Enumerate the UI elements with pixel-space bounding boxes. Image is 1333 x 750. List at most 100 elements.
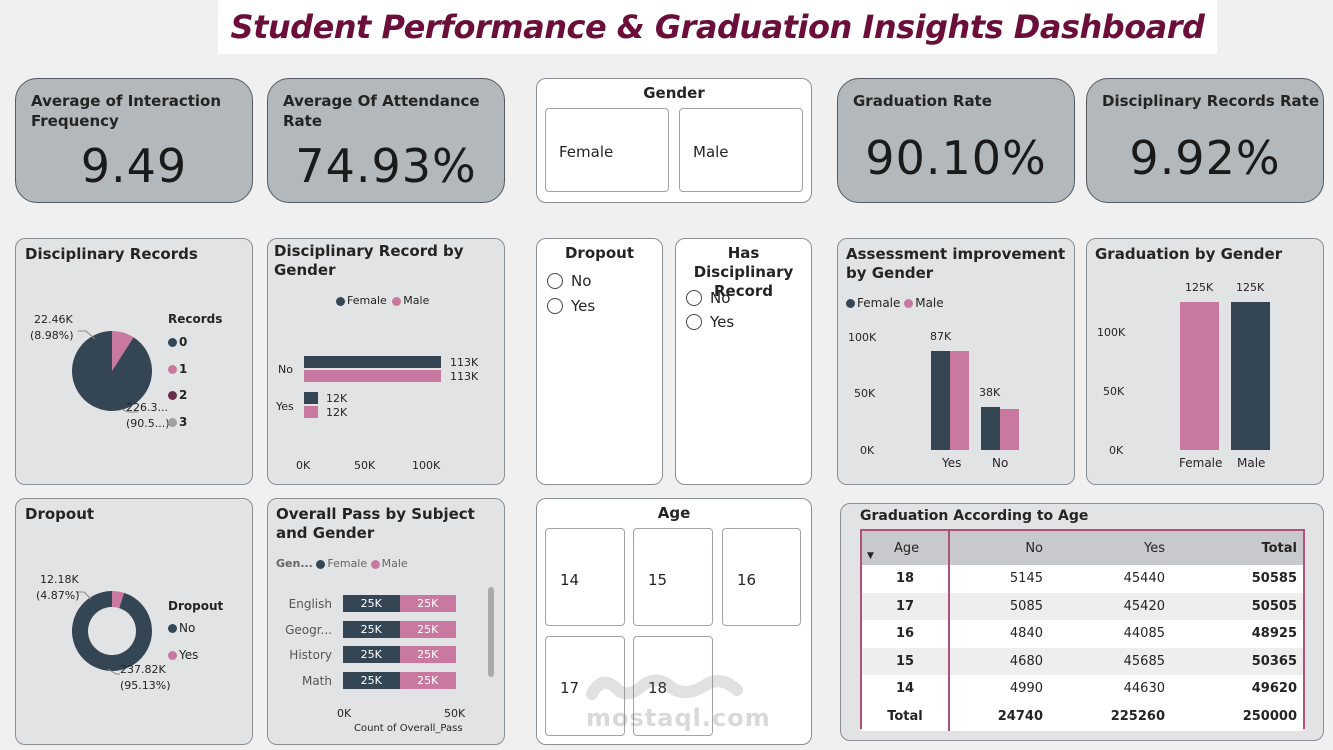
pie-slice-1[interactable] bbox=[112, 331, 134, 371]
data-label: 113K bbox=[450, 370, 479, 383]
assessment-card: Assessment improvement by Gender Female … bbox=[837, 238, 1075, 485]
dropout-option-no[interactable]: No bbox=[547, 272, 591, 290]
title-banner: Student Performance & Graduation Insight… bbox=[218, 0, 1217, 54]
bar-male[interactable]: 25K bbox=[399, 646, 456, 663]
legend-item[interactable]: Female bbox=[336, 294, 387, 307]
card-title: Overall Pass by Subject and Gender bbox=[276, 505, 475, 542]
bar-yes-male[interactable] bbox=[304, 406, 318, 418]
pie-label-small-pct: (8.98%) bbox=[30, 329, 74, 342]
category-label: No bbox=[278, 363, 293, 376]
legend-item[interactable]: Male bbox=[904, 296, 944, 310]
bar-male[interactable]: 25K bbox=[399, 671, 456, 689]
gender-tile-male[interactable]: Male bbox=[679, 108, 803, 192]
bar-yes-male[interactable] bbox=[950, 351, 969, 450]
donut-slice-no[interactable] bbox=[72, 591, 152, 671]
legend-item[interactable]: Yes bbox=[168, 648, 198, 662]
col-header-age[interactable]: ▼ Age bbox=[862, 531, 950, 565]
table-cell: 44085 bbox=[1123, 626, 1165, 642]
age-tile-18[interactable]: 18 bbox=[633, 636, 713, 736]
legend-item[interactable]: 1 bbox=[168, 362, 187, 376]
age-tile-17[interactable]: 17 bbox=[545, 636, 625, 736]
bar-yes-female[interactable] bbox=[304, 392, 318, 404]
bar-female[interactable] bbox=[1180, 302, 1219, 450]
legend-item[interactable]: Male bbox=[392, 294, 429, 307]
col-header-total[interactable]: Total bbox=[1261, 540, 1297, 556]
gender-tile-female[interactable]: Female bbox=[545, 108, 669, 192]
bar-female[interactable]: 25K bbox=[343, 595, 400, 612]
slicer-title: Has Disciplinary Record bbox=[693, 244, 794, 300]
kpi-value: 74.93% bbox=[295, 139, 477, 193]
data-label: 25K bbox=[360, 648, 382, 661]
legend-item[interactable]: 0 bbox=[168, 335, 187, 349]
legend-dot bbox=[168, 338, 177, 347]
donut-slice-yes[interactable] bbox=[112, 591, 125, 609]
legend-title: Dropout bbox=[168, 599, 224, 613]
legend-dot bbox=[316, 559, 326, 569]
data-label: 38K bbox=[979, 386, 1001, 399]
table-cell: 5145 bbox=[1009, 571, 1043, 587]
table-cell: 50585 bbox=[1251, 571, 1297, 587]
leader-line bbox=[78, 330, 96, 340]
card-title: Disciplinary Records bbox=[25, 245, 198, 263]
card-title: Graduation by Gender bbox=[1095, 245, 1283, 263]
disc-option-no[interactable]: No bbox=[686, 289, 730, 307]
legend-item[interactable]: Female bbox=[316, 557, 367, 570]
bar-no-female[interactable] bbox=[304, 356, 441, 368]
pie-slice-0[interactable] bbox=[71, 331, 152, 411]
age-tile-14[interactable]: 14 bbox=[545, 528, 625, 626]
category-label: No bbox=[992, 456, 1009, 470]
age-tile-15[interactable]: 15 bbox=[633, 528, 713, 626]
legend-dot bbox=[168, 651, 177, 660]
card-title: Assessment improvement by Gender bbox=[846, 245, 1066, 282]
donut-label-small-pct: (4.87%) bbox=[36, 589, 80, 602]
bar-no-male[interactable] bbox=[304, 370, 441, 382]
legend-item[interactable]: No bbox=[168, 621, 195, 635]
age-tile-16[interactable]: 16 bbox=[722, 528, 801, 626]
bar-male[interactable] bbox=[1231, 302, 1270, 450]
grad-age-table: ▼ Age No Yes Total 18 5145 45440 50585 17 5085… bbox=[862, 531, 1303, 731]
table-row[interactable]: 15 4680 45685 50365 bbox=[862, 647, 1303, 675]
bar-no-male[interactable] bbox=[1000, 409, 1019, 450]
bar-yes-female[interactable] bbox=[931, 351, 950, 450]
bar-female[interactable]: 25K bbox=[343, 620, 400, 638]
leader-line bbox=[107, 668, 120, 675]
col-header-yes[interactable]: Yes bbox=[1144, 540, 1165, 556]
subject-label: Geogr... bbox=[285, 622, 332, 637]
bar-female[interactable]: 25K bbox=[343, 646, 400, 663]
bar-female[interactable]: 25K bbox=[343, 671, 400, 689]
table-header-row: ▼ Age No Yes Total bbox=[862, 531, 1303, 565]
total-cell: 24740 bbox=[997, 709, 1043, 724]
scrollbar[interactable] bbox=[488, 587, 494, 677]
table-row[interactable]: 17 5085 45420 50505 bbox=[862, 592, 1303, 620]
legend-dot bbox=[904, 299, 914, 308]
subject-label: English bbox=[288, 597, 332, 611]
bar-male[interactable]: 25K bbox=[399, 620, 456, 638]
total-cell: Total bbox=[862, 702, 950, 731]
legend-item[interactable]: Male bbox=[370, 557, 408, 570]
table-cell: 45440 bbox=[1123, 571, 1165, 587]
legend-dot bbox=[336, 296, 345, 306]
pie-label-small: 22.46K bbox=[34, 313, 73, 326]
legend-item[interactable]: Female bbox=[846, 296, 900, 310]
dropout-option-yes[interactable]: Yes bbox=[547, 297, 595, 315]
table-cell: 49620 bbox=[1251, 681, 1297, 697]
table-row[interactable]: 14 4990 44630 49620 bbox=[862, 675, 1303, 703]
legend-dot bbox=[168, 391, 177, 400]
donut-label-big: 237.82K bbox=[120, 663, 166, 676]
pie-label-big: 226.3... bbox=[126, 401, 168, 414]
axis-tick: 100K bbox=[848, 331, 877, 344]
data-label: 25K bbox=[360, 673, 382, 687]
table-row[interactable]: 18 5145 45440 50585 bbox=[862, 565, 1303, 593]
table-cell: 4840 bbox=[1009, 626, 1043, 642]
disc-option-yes[interactable]: Yes bbox=[686, 313, 734, 331]
bar-male[interactable]: 25K bbox=[399, 595, 456, 612]
table-row[interactable]: 16 4840 44085 48925 bbox=[862, 620, 1303, 648]
kpi-attendance-rate: Average Of Attendance Rate 74.93% bbox=[267, 78, 505, 203]
bar-no-female[interactable] bbox=[981, 407, 1000, 450]
kpi-title: Disciplinary Records Rate bbox=[1102, 92, 1319, 110]
legend-item[interactable]: 2 bbox=[168, 388, 187, 402]
total-cell: 250000 bbox=[1242, 709, 1297, 724]
col-header-no[interactable]: No bbox=[1025, 540, 1043, 556]
gender-slicer-title: Gender bbox=[643, 84, 705, 102]
legend-item[interactable]: 3 bbox=[168, 415, 187, 429]
